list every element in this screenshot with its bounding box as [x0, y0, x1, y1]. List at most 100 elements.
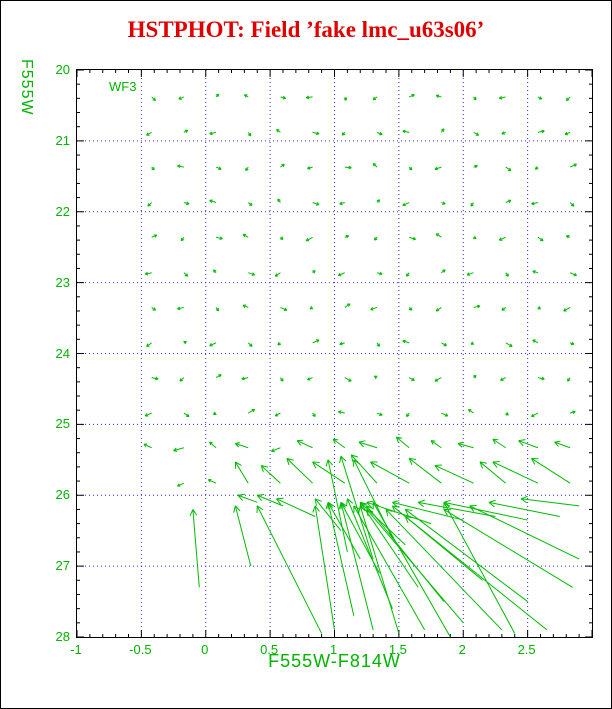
- vector-arrow: [279, 238, 284, 240]
- vector-arrow: [500, 377, 503, 381]
- x-tick-label: 1: [329, 642, 338, 657]
- vector-arrow: [408, 168, 412, 171]
- vector-arrow: [209, 131, 217, 135]
- vector-arrow: [312, 461, 317, 469]
- vector-arrow: [353, 459, 360, 465]
- vector-arrow: [395, 436, 399, 443]
- vector-arrow: [219, 238, 223, 241]
- vector-arrow: [346, 498, 393, 609]
- vector-arrow: [434, 166, 438, 170]
- vector-arrow: [488, 501, 560, 518]
- vector-arrow: [534, 166, 537, 170]
- vector-arrow: [366, 509, 464, 624]
- vector-arrow: [177, 306, 181, 310]
- vector-arrow: [247, 409, 255, 414]
- vector-arrow: [260, 464, 269, 468]
- vector-arrow: [173, 450, 178, 452]
- vector-arrow: [441, 412, 449, 417]
- vector-arrow: [277, 198, 281, 201]
- vector-arrow: [477, 305, 481, 309]
- vector-field: [143, 93, 580, 637]
- vector-arrow: [192, 509, 200, 588]
- vector-arrow: [173, 447, 177, 451]
- vector-arrow: [151, 377, 159, 380]
- vector-arrow: [443, 501, 451, 507]
- vector-arrow: [234, 443, 239, 448]
- vector-arrow: [370, 306, 378, 311]
- vector-arrow: [340, 501, 347, 508]
- vector-arrow: [282, 164, 285, 168]
- vector-arrow: [418, 501, 496, 518]
- vector-arrow: [339, 341, 343, 345]
- vector-arrow: [276, 498, 282, 505]
- vector-arrow: [277, 342, 280, 346]
- vector-arrow: [492, 439, 496, 445]
- vector-arrow: [338, 272, 346, 276]
- vector-arrow: [209, 131, 213, 135]
- vector-arrow: [563, 306, 571, 312]
- vector-arrow: [360, 501, 367, 506]
- y-tick-label: 25: [55, 416, 70, 432]
- vector-arrow: [378, 199, 381, 203]
- vector-arrow: [151, 168, 155, 171]
- vector-arrow: [392, 505, 400, 508]
- vector-arrow: [531, 457, 571, 484]
- vector-arrow: [391, 505, 396, 513]
- vector-arrow: [474, 375, 477, 379]
- vector-arrow: [219, 374, 222, 378]
- chip-annotation: WF3: [109, 79, 137, 94]
- vector-arrow: [457, 443, 463, 448]
- vector-arrow: [343, 98, 347, 101]
- vector-arrow: [316, 133, 320, 136]
- vector-arrow: [348, 167, 352, 170]
- vector-arrow: [436, 94, 440, 97]
- y-tick-label: 28: [55, 629, 70, 644]
- vector-arrow: [541, 378, 545, 381]
- vector-arrow: [248, 272, 255, 276]
- vector-arrow: [215, 236, 223, 240]
- vector-arrow: [385, 509, 503, 631]
- vector-arrow: [144, 413, 148, 417]
- vector-arrow: [146, 343, 149, 347]
- vector-arrow: [256, 494, 263, 502]
- vector-arrow: [370, 307, 373, 310]
- x-tick-label: 2: [458, 642, 466, 657]
- vector-arrow: [237, 494, 243, 501]
- x-axis-label: F555W-F814W: [268, 651, 401, 671]
- vector-arrow: [488, 499, 496, 503]
- vector-arrow: [434, 378, 437, 382]
- vector-arrow: [327, 502, 361, 560]
- plot-frame: [76, 69, 593, 638]
- vector-arrow: [469, 505, 475, 512]
- vector-arrow: [499, 96, 506, 99]
- vector-arrow: [280, 306, 288, 311]
- vector-arrow: [152, 99, 156, 101]
- vector-arrow: [395, 436, 410, 449]
- vector-arrow: [282, 97, 286, 100]
- vector-arrow: [217, 93, 220, 98]
- vector-arrow: [312, 202, 320, 206]
- vector-arrow: [569, 163, 577, 168]
- vector-arrow: [402, 130, 410, 133]
- vector-arrow: [572, 411, 576, 415]
- vector-arrow: [314, 498, 317, 506]
- vector-arrow: [569, 272, 577, 276]
- vector-arrow: [314, 498, 322, 502]
- vector-arrow: [208, 479, 217, 484]
- vector-arrow: [457, 443, 474, 449]
- vector-arrow: [305, 238, 309, 242]
- vector-arrow: [531, 202, 539, 205]
- vector-arrow: [531, 458, 536, 465]
- vector-arrow: [404, 509, 409, 517]
- vector-arrow: [518, 440, 539, 449]
- vector-arrow: [466, 272, 474, 276]
- vector-arrow: [234, 505, 252, 567]
- y-tick-label: 21: [55, 132, 70, 148]
- y-tick-label: 24: [55, 345, 70, 361]
- vector-arrow: [249, 345, 253, 347]
- vector-arrow: [353, 505, 426, 631]
- vector-arrow: [179, 378, 182, 382]
- vector-arrow: [312, 131, 320, 135]
- vector-arrow: [574, 163, 577, 167]
- vector-arrow: [177, 483, 180, 487]
